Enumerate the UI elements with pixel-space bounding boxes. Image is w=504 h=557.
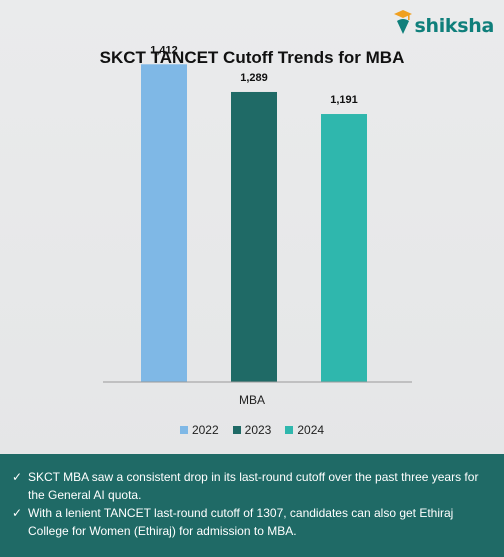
data-label-2024: 1,191: [330, 94, 358, 106]
insight-box: ✓ SKCT MBA saw a consistent drop in its …: [0, 454, 504, 557]
brand-name: shiksha: [414, 15, 494, 37]
check-icon: ✓: [12, 470, 23, 484]
bar-2022: [141, 64, 187, 383]
legend-item-2022: 2022: [179, 423, 219, 437]
bar-2024: [321, 114, 367, 383]
legend-item-2024: 2024: [285, 423, 324, 437]
legend-label: 2024: [297, 423, 325, 437]
legend-swatch: [232, 426, 241, 434]
legend-item-2023: 2023: [232, 423, 272, 437]
legend-label: 2023: [244, 423, 272, 437]
chart-legend: 2022 2023 2024: [0, 423, 504, 437]
legend-swatch: [285, 426, 294, 434]
bar-chart: 1,412 1,289 1,191 MBA: [103, 44, 412, 407]
data-label-2023: 1,289: [240, 72, 268, 84]
legend-label: 2022: [191, 423, 219, 437]
insight-text: SKCT MBA saw a consistent drop in its la…: [28, 470, 479, 502]
x-tick-label: MBA: [239, 393, 265, 407]
data-label-2022: 1,412: [150, 44, 178, 56]
insight-item: ✓ SKCT MBA saw a consistent drop in its …: [12, 468, 492, 504]
insight-item: ✓ With a lenient TANCET last-round cutof…: [12, 504, 492, 540]
check-icon: ✓: [12, 506, 23, 520]
shiksha-logo: shiksha: [393, 8, 494, 36]
chart-title: SKCT TANCET Cutoff Trends for MBA: [99, 48, 405, 67]
insight-text: With a lenient TANCET last-round cutoff …: [28, 506, 454, 538]
graduation-cap-icon: [393, 8, 413, 36]
bar-2023: [231, 91, 277, 382]
legend-swatch: [179, 426, 188, 434]
